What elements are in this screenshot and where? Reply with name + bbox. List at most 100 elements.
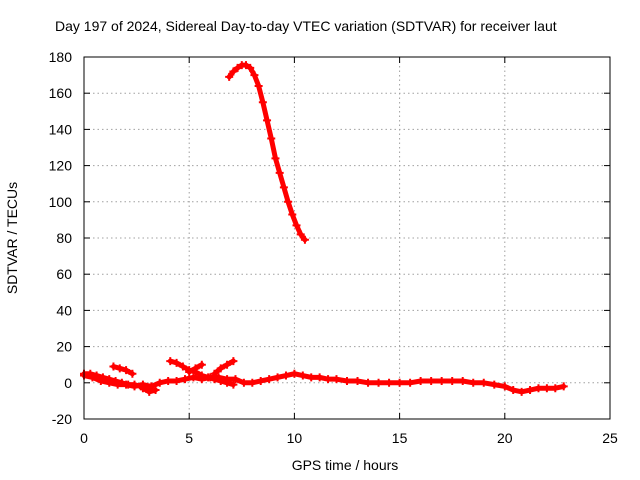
x-tick-label: 0	[80, 430, 88, 446]
data-point	[204, 373, 213, 382]
data-point	[246, 63, 255, 72]
data-point	[105, 375, 114, 384]
data-point	[229, 357, 238, 366]
data-point	[155, 378, 164, 387]
y-tick-label: 180	[49, 49, 73, 65]
data-point	[250, 71, 259, 80]
data-point	[239, 378, 248, 387]
data-point	[273, 373, 282, 382]
series-line	[211, 358, 236, 377]
data-point	[248, 378, 257, 387]
data-point	[86, 369, 95, 378]
data-point	[122, 366, 131, 375]
series-early-drift	[80, 369, 152, 393]
y-tick-label: 60	[56, 266, 72, 282]
data-point	[263, 116, 272, 125]
data-point	[178, 362, 187, 371]
data-point	[166, 357, 175, 366]
data-series	[80, 61, 568, 396]
data-point	[551, 384, 560, 393]
data-point	[231, 375, 240, 384]
y-tick-label: -20	[52, 411, 72, 427]
data-point	[130, 380, 139, 389]
data-point	[290, 369, 299, 378]
data-point	[164, 376, 173, 385]
data-point	[517, 387, 526, 396]
series-high-arc	[225, 61, 309, 244]
series-spike-5	[138, 384, 160, 396]
data-point	[490, 380, 499, 389]
x-tick-label: 15	[392, 430, 408, 446]
data-point	[534, 384, 543, 393]
data-point	[427, 376, 436, 385]
data-point	[254, 81, 263, 90]
y-tick-label: 160	[49, 85, 73, 101]
data-point	[172, 358, 181, 367]
y-tick-label: 20	[56, 339, 72, 355]
y-tick-label: 140	[49, 121, 73, 137]
data-point	[479, 378, 488, 387]
data-point	[364, 378, 373, 387]
data-point	[115, 364, 124, 373]
data-point	[109, 362, 118, 371]
data-point	[216, 364, 225, 373]
data-point	[298, 371, 307, 380]
data-point	[210, 369, 219, 378]
data-point	[197, 360, 206, 369]
y-tick-label: 80	[56, 230, 72, 246]
series-spike-2	[166, 357, 238, 389]
data-point	[395, 378, 404, 387]
data-point	[437, 376, 446, 385]
data-point	[256, 376, 265, 385]
data-point	[271, 154, 280, 163]
x-tick-label: 10	[287, 430, 303, 446]
chart-title: Day 197 of 2024, Sidereal Day-to-day VTE…	[55, 18, 557, 34]
data-point	[559, 382, 568, 391]
data-point	[145, 387, 154, 396]
data-point	[258, 98, 267, 107]
data-point	[500, 382, 509, 391]
series-spike-1	[109, 362, 137, 378]
data-point	[448, 376, 457, 385]
data-point	[332, 375, 341, 384]
series-spike-4	[210, 357, 238, 378]
y-tick-label: 120	[49, 158, 73, 174]
data-point	[229, 380, 238, 389]
x-tick-label: 25	[602, 430, 618, 446]
data-point	[275, 168, 284, 177]
data-point	[288, 210, 297, 219]
data-point	[223, 378, 232, 387]
data-point	[242, 61, 251, 70]
data-point	[374, 378, 383, 387]
data-point	[281, 371, 290, 380]
data-point	[469, 378, 478, 387]
data-point	[185, 367, 194, 376]
data-point	[542, 384, 551, 393]
x-tick-label: 20	[497, 430, 513, 446]
data-point	[279, 183, 288, 192]
series-spike-3	[185, 360, 206, 376]
axes	[83, 56, 611, 420]
data-point	[180, 375, 189, 384]
data-point	[92, 371, 101, 380]
data-point	[138, 384, 147, 393]
data-point	[526, 386, 535, 395]
data-point	[223, 360, 232, 369]
data-point	[406, 378, 415, 387]
y-tick-label: 100	[49, 194, 73, 210]
data-point	[343, 376, 351, 385]
data-point	[216, 376, 225, 385]
data-point	[229, 67, 238, 76]
data-point	[98, 373, 107, 382]
x-axis-label: GPS time / hours	[292, 457, 399, 473]
data-point	[225, 72, 234, 81]
x-tick-label: 5	[185, 430, 193, 446]
data-point	[307, 373, 316, 382]
data-point	[128, 369, 137, 378]
data-point	[197, 371, 206, 380]
data-point	[267, 134, 276, 143]
data-point	[296, 230, 305, 239]
data-point	[151, 386, 160, 395]
data-point	[292, 221, 301, 230]
